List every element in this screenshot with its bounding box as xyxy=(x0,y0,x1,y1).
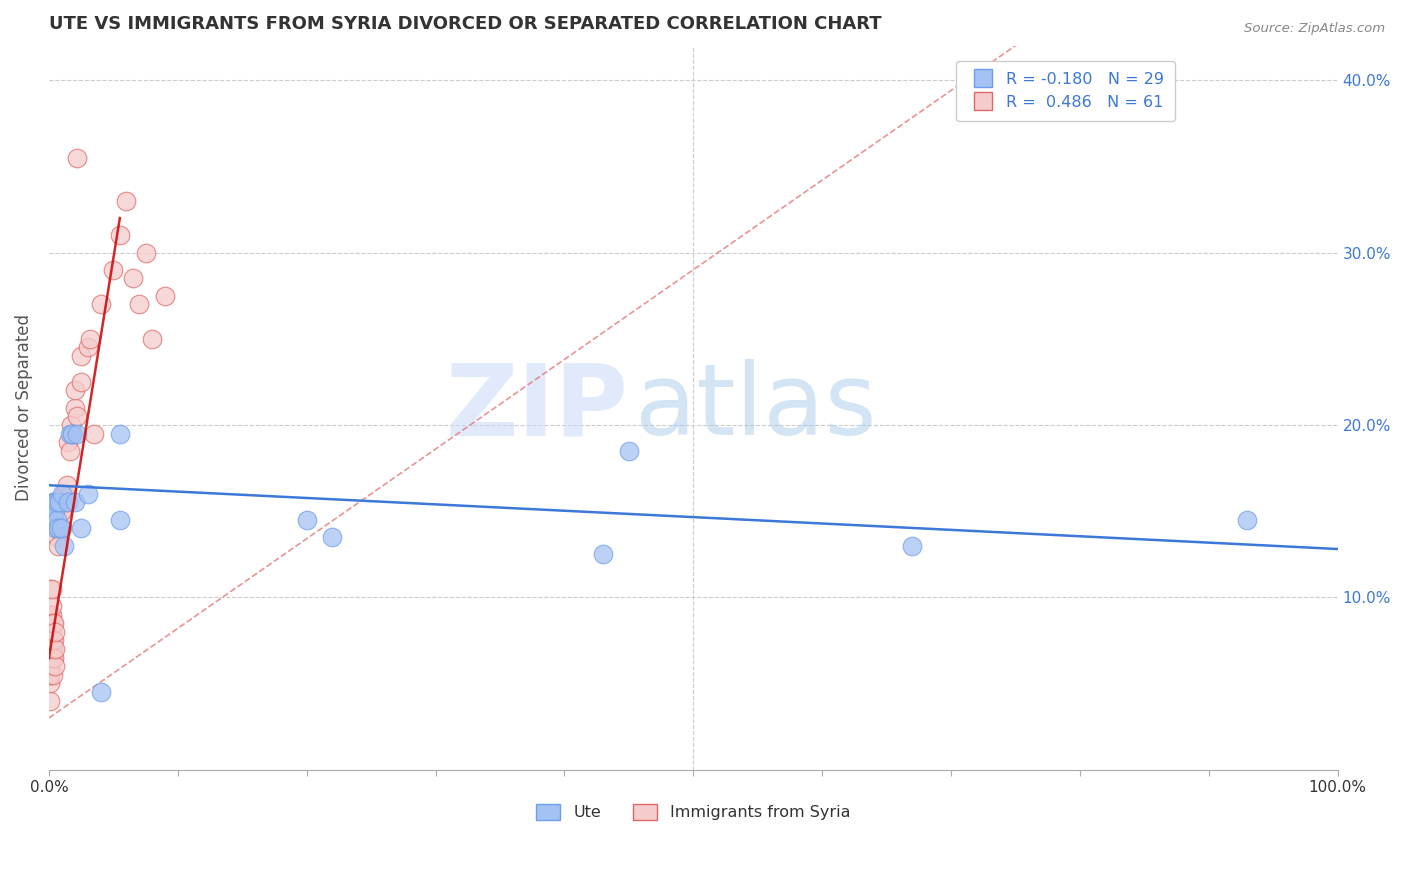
Text: Source: ZipAtlas.com: Source: ZipAtlas.com xyxy=(1244,22,1385,36)
Point xyxy=(41,642,63,657)
Point xyxy=(44,659,66,673)
Point xyxy=(53,487,76,501)
Point xyxy=(66,151,89,165)
Point xyxy=(41,607,63,622)
Point xyxy=(45,495,67,509)
Point xyxy=(76,487,98,501)
Point xyxy=(63,495,86,509)
Point xyxy=(39,633,62,648)
Point xyxy=(592,547,614,561)
Point xyxy=(44,521,66,535)
Point xyxy=(42,642,65,657)
Point xyxy=(56,478,79,492)
Point xyxy=(48,495,70,509)
Point xyxy=(41,599,63,613)
Point xyxy=(141,332,163,346)
Point xyxy=(1236,513,1258,527)
Point xyxy=(39,676,62,690)
Point xyxy=(70,375,93,389)
Point xyxy=(41,624,63,639)
Point xyxy=(44,504,66,518)
Text: UTE VS IMMIGRANTS FROM SYRIA DIVORCED OR SEPARATED CORRELATION CHART: UTE VS IMMIGRANTS FROM SYRIA DIVORCED OR… xyxy=(49,15,882,33)
Point xyxy=(51,521,73,535)
Point xyxy=(60,426,83,441)
Point xyxy=(45,530,67,544)
Point xyxy=(295,513,318,527)
Point xyxy=(83,426,105,441)
Point xyxy=(44,642,66,657)
Point xyxy=(39,607,62,622)
Y-axis label: Divorced or Separated: Divorced or Separated xyxy=(15,314,32,501)
Point xyxy=(70,521,93,535)
Point xyxy=(89,685,111,699)
Point xyxy=(55,495,77,509)
Point xyxy=(42,668,65,682)
Point xyxy=(39,642,62,657)
Point xyxy=(49,504,72,518)
Point xyxy=(66,409,89,424)
Point xyxy=(42,650,65,665)
Point xyxy=(115,194,138,208)
Point xyxy=(58,435,80,450)
Legend: Ute, Immigrants from Syria: Ute, Immigrants from Syria xyxy=(530,797,856,827)
Point xyxy=(76,340,98,354)
Point xyxy=(51,495,73,509)
Point xyxy=(44,624,66,639)
Text: ZIP: ZIP xyxy=(446,359,628,456)
Point xyxy=(70,349,93,363)
Point xyxy=(42,616,65,631)
Point xyxy=(49,521,72,535)
Point xyxy=(39,582,62,596)
Point xyxy=(42,513,65,527)
Point xyxy=(42,495,65,509)
Point xyxy=(41,650,63,665)
Point xyxy=(45,513,67,527)
Point xyxy=(39,624,62,639)
Point xyxy=(45,513,67,527)
Point xyxy=(39,659,62,673)
Text: atlas: atlas xyxy=(636,359,877,456)
Point xyxy=(59,417,82,432)
Point xyxy=(51,487,73,501)
Point xyxy=(51,504,73,518)
Point xyxy=(39,616,62,631)
Point xyxy=(89,297,111,311)
Point xyxy=(42,633,65,648)
Point xyxy=(41,582,63,596)
Point xyxy=(103,262,125,277)
Point xyxy=(39,650,62,665)
Point xyxy=(63,384,86,398)
Point xyxy=(617,443,640,458)
Point xyxy=(108,228,131,243)
Point xyxy=(60,426,83,441)
Point xyxy=(79,332,101,346)
Point xyxy=(46,521,69,535)
Point xyxy=(46,539,69,553)
Point xyxy=(58,495,80,509)
Point xyxy=(63,401,86,415)
Point xyxy=(42,495,65,509)
Point xyxy=(108,426,131,441)
Point xyxy=(48,495,70,509)
Point xyxy=(121,271,143,285)
Point xyxy=(53,539,76,553)
Point xyxy=(321,530,343,544)
Point xyxy=(42,650,65,665)
Point xyxy=(44,495,66,509)
Point xyxy=(153,288,176,302)
Point xyxy=(42,616,65,631)
Point xyxy=(58,426,80,441)
Point xyxy=(135,245,157,260)
Point xyxy=(66,426,89,441)
Point xyxy=(39,668,62,682)
Point xyxy=(39,694,62,708)
Point xyxy=(128,297,150,311)
Point xyxy=(58,443,80,458)
Point xyxy=(901,539,924,553)
Point xyxy=(46,521,69,535)
Point xyxy=(108,513,131,527)
Point xyxy=(42,633,65,648)
